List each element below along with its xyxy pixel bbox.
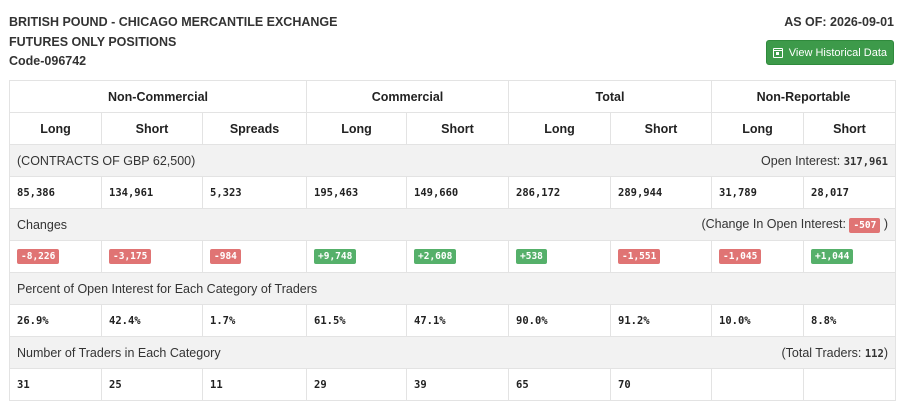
table-cell: 31 bbox=[9, 368, 102, 401]
open-interest: Open Interest: 317,961 bbox=[508, 144, 896, 177]
table-cell: 85,386 bbox=[9, 176, 102, 209]
open-interest-value: 317,961 bbox=[843, 155, 888, 168]
table-row: -8,226 -3,175 -984 +9,748 +2,608 +538 -1… bbox=[9, 240, 896, 273]
table-cell: +538 bbox=[508, 240, 611, 273]
table-cell: 29 bbox=[306, 368, 407, 401]
group-header-nonreportable: Non-Reportable bbox=[711, 80, 896, 113]
cot-table: Non-Commercial Commercial Total Non-Repo… bbox=[9, 80, 896, 401]
report-title-line2: FUTURES ONLY POSITIONS bbox=[9, 34, 177, 49]
table-cell: 10.0% bbox=[711, 304, 804, 337]
table-cell bbox=[711, 368, 804, 401]
table-row: 85,386 134,961 5,323 195,463 149,660 286… bbox=[9, 176, 896, 209]
table-cell: 39 bbox=[406, 368, 509, 401]
table-cell: 42.4% bbox=[101, 304, 203, 337]
table-cell: +2,608 bbox=[406, 240, 509, 273]
col-header: Long bbox=[711, 112, 804, 145]
group-header-total: Total bbox=[508, 80, 712, 113]
traders-band: Number of Traders in Each Category (Tota… bbox=[9, 336, 896, 369]
percent-band-right bbox=[508, 272, 896, 305]
change-oi-badge: -507 bbox=[849, 217, 881, 233]
group-header-noncommercial: Non-Commercial bbox=[9, 80, 307, 113]
change-badge: -1,551 bbox=[618, 249, 661, 264]
total-traders-label: (Total Traders: bbox=[781, 345, 862, 360]
table-cell: 134,961 bbox=[101, 176, 203, 209]
col-header: Spreads bbox=[202, 112, 307, 145]
change-oi-close: ) bbox=[883, 216, 888, 231]
change-badge: +538 bbox=[516, 249, 547, 264]
table-cell: 1.7% bbox=[202, 304, 307, 337]
view-historical-data-label: View Historical Data bbox=[788, 46, 887, 59]
percent-label: Percent of Open Interest for Each Catego… bbox=[9, 272, 509, 305]
table-cell: 65 bbox=[508, 368, 611, 401]
col-header: Short bbox=[101, 112, 203, 145]
changes-band: Changes (Change In Open Interest: -507 ) bbox=[9, 208, 896, 241]
table-cell: -984 bbox=[202, 240, 307, 273]
view-historical-data-button[interactable]: View Historical Data bbox=[765, 40, 894, 65]
changes-label: Changes bbox=[9, 208, 509, 241]
table-cell: -1,045 bbox=[711, 240, 804, 273]
contracts-label: (CONTRACTS OF GBP 62,500) bbox=[9, 144, 509, 177]
as-of-date: AS OF: 2026-09-01 bbox=[784, 15, 894, 29]
table-cell: 289,944 bbox=[610, 176, 712, 209]
change-badge: -984 bbox=[210, 249, 241, 264]
table-cell: 25 bbox=[101, 368, 203, 401]
col-header: Long bbox=[508, 112, 611, 145]
table-cell: 26.9% bbox=[9, 304, 102, 337]
table-row: 31 25 11 29 39 65 70 bbox=[9, 368, 896, 401]
total-traders-value: 112 bbox=[864, 347, 884, 360]
group-header-commercial: Commercial bbox=[306, 80, 509, 113]
change-badge: +9,748 bbox=[314, 249, 357, 264]
table-cell: -8,226 bbox=[9, 240, 102, 273]
table-cell: 149,660 bbox=[406, 176, 509, 209]
report-title-line1: BRITISH POUND - CHICAGO MERCANTILE EXCHA… bbox=[9, 15, 338, 29]
total-traders-close: ) bbox=[883, 345, 888, 360]
col-header: Short bbox=[803, 112, 896, 145]
table-cell: 47.1% bbox=[406, 304, 509, 337]
report-title: BRITISH POUND - CHICAGO MERCANTILE EXCHA… bbox=[9, 13, 337, 72]
table-cell: 5,323 bbox=[202, 176, 307, 209]
change-badge: -1,045 bbox=[719, 249, 762, 264]
table-cell: 28,017 bbox=[803, 176, 896, 209]
change-badge: +2,608 bbox=[414, 249, 457, 264]
table-cell: 70 bbox=[610, 368, 712, 401]
table-row: 26.9% 42.4% 1.7% 61.5% 47.1% 90.0% 91.2%… bbox=[9, 304, 896, 337]
percent-band: Percent of Open Interest for Each Catego… bbox=[9, 272, 896, 305]
col-header: Short bbox=[406, 112, 509, 145]
table-cell: 195,463 bbox=[306, 176, 407, 209]
traders-label: Number of Traders in Each Category bbox=[9, 336, 509, 369]
table-cell bbox=[803, 368, 896, 401]
change-badge: -3,175 bbox=[109, 249, 152, 264]
change-open-interest: (Change In Open Interest: -507 ) bbox=[508, 208, 896, 241]
table-cell: -3,175 bbox=[101, 240, 203, 273]
change-oi-label: (Change In Open Interest: bbox=[701, 216, 846, 231]
contracts-band: (CONTRACTS OF GBP 62,500) Open Interest:… bbox=[9, 144, 896, 177]
table-cell: 8.8% bbox=[803, 304, 896, 337]
report-code: Code-096742 bbox=[9, 54, 87, 68]
table-cell: 91.2% bbox=[610, 304, 712, 337]
table-cell: 61.5% bbox=[306, 304, 407, 337]
change-badge: -8,226 bbox=[17, 249, 60, 264]
table-cell: +9,748 bbox=[306, 240, 407, 273]
table-cell: +1,044 bbox=[803, 240, 896, 273]
col-header: Long bbox=[306, 112, 407, 145]
table-cell: 11 bbox=[202, 368, 307, 401]
open-interest-label: Open Interest: bbox=[761, 153, 841, 168]
col-header: Long bbox=[9, 112, 102, 145]
change-badge: +1,044 bbox=[811, 249, 854, 264]
total-traders: (Total Traders: 112) bbox=[508, 336, 896, 369]
table-cell: 90.0% bbox=[508, 304, 611, 337]
table-cell: -1,551 bbox=[610, 240, 712, 273]
table-cell: 286,172 bbox=[508, 176, 611, 209]
calendar-icon bbox=[772, 47, 783, 58]
col-header: Short bbox=[610, 112, 712, 145]
table-cell: 31,789 bbox=[711, 176, 804, 209]
